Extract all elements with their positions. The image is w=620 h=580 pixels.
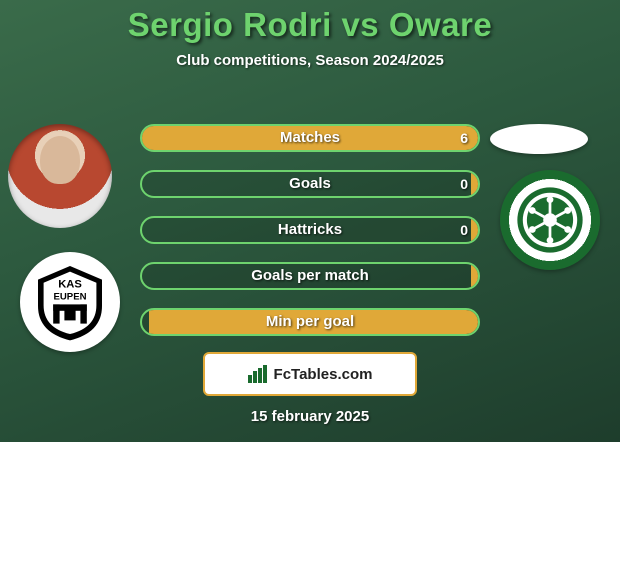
fctables-badge[interactable]: FcTables.com: [203, 352, 417, 396]
comparison-card: Sergio Rodri vs Oware Club competitions,…: [0, 0, 620, 442]
page-title: Sergio Rodri vs Oware: [0, 0, 620, 44]
right-club-badge: [500, 170, 600, 270]
svg-text:KAS: KAS: [58, 279, 82, 291]
stat-bar-label: Matches: [142, 126, 478, 150]
eupen-crest-icon: KAS EUPEN: [30, 262, 110, 342]
stat-bar-label: Goals per match: [142, 264, 478, 288]
stat-bar-label: Goals: [142, 172, 478, 196]
stat-bar-right-value: 6: [450, 126, 478, 150]
stat-bar: Goals0: [140, 170, 480, 198]
stat-bar: Goals per match: [140, 262, 480, 290]
stat-bar-right-value: 0: [450, 172, 478, 196]
left-club-badge: KAS EUPEN: [20, 252, 120, 352]
stat-bars: Matches6Goals0Hattricks0Goals per matchM…: [140, 124, 480, 354]
stat-bar: Matches6: [140, 124, 480, 152]
stat-bar: Hattricks0: [140, 216, 480, 244]
left-player-avatar: [8, 124, 112, 228]
date-label: 15 february 2025: [0, 408, 620, 425]
stat-bar-label: Hattricks: [142, 218, 478, 242]
svg-text:EUPEN: EUPEN: [53, 292, 86, 303]
lommel-crest-icon: [516, 186, 584, 254]
bar-chart-icon: [248, 365, 268, 383]
stat-bar-right-value: 0: [450, 218, 478, 242]
right-player-avatar: [490, 124, 588, 154]
page-subtitle: Club competitions, Season 2024/2025: [0, 52, 620, 69]
stat-bar-label: Min per goal: [142, 310, 478, 334]
stat-bar: Min per goal: [140, 308, 480, 336]
fctables-label: FcTables.com: [274, 366, 373, 383]
